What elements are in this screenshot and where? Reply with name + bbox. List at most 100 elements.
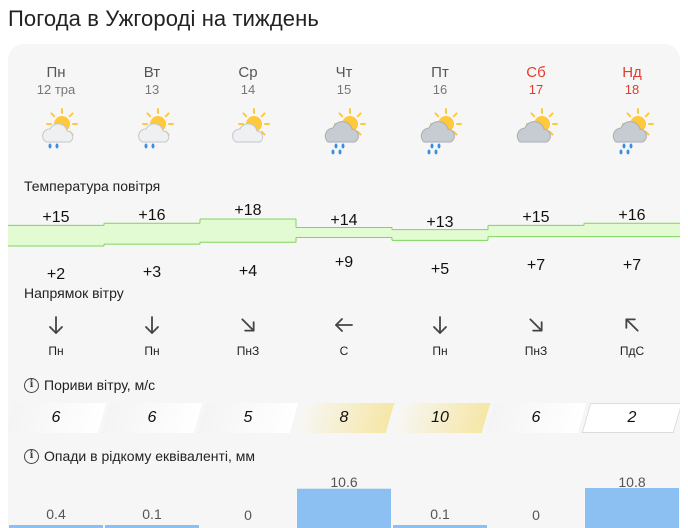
gust-cell: 10 bbox=[389, 403, 491, 433]
info-icon[interactable]: i bbox=[24, 377, 39, 393]
precip-value: 0.1 bbox=[142, 506, 162, 522]
temp-band-segment bbox=[296, 227, 392, 238]
precip-bar bbox=[297, 488, 391, 528]
weather-icon-cell bbox=[392, 106, 488, 162]
temp-band-segment bbox=[200, 219, 296, 243]
gust-cell: 5 bbox=[197, 403, 299, 433]
max-temp: +16 bbox=[138, 206, 166, 224]
wind-direction: ПнЗ bbox=[236, 344, 260, 358]
weather-icon-cell bbox=[488, 106, 584, 162]
precip-value: 10.6 bbox=[330, 474, 358, 490]
gust-value: 6 bbox=[531, 409, 541, 426]
gusts-label: Пориви вітру, м/с bbox=[44, 377, 156, 393]
wind-directions-row: Пн Пн ПнЗ С Пн ПнЗ ПдС bbox=[8, 344, 680, 358]
max-temp: +15 bbox=[522, 209, 550, 227]
wind-arrow-cell bbox=[296, 314, 392, 340]
wind-direction: Пн bbox=[48, 344, 64, 358]
max-temp: +18 bbox=[234, 202, 262, 219]
temp-band-segment bbox=[584, 223, 680, 237]
arrow-down-icon bbox=[145, 316, 159, 334]
day-name: Сб bbox=[526, 64, 546, 81]
min-temp: +4 bbox=[238, 262, 258, 280]
wind-direction: С bbox=[339, 344, 349, 358]
arrow-down-icon bbox=[49, 316, 63, 334]
gust-value: 8 bbox=[339, 409, 349, 426]
min-temp: +5 bbox=[430, 260, 450, 278]
day-name: Вт bbox=[143, 64, 161, 81]
wind-arrows-row bbox=[8, 314, 680, 340]
wind-arrow-cell bbox=[584, 314, 680, 340]
day-column[interactable]: Нд 18 bbox=[584, 64, 680, 104]
precip-value: 10.8 bbox=[618, 474, 646, 490]
precipitation-bars bbox=[9, 488, 679, 528]
arrow-down-icon bbox=[433, 316, 447, 334]
max-temp: +15 bbox=[42, 209, 70, 227]
day-column[interactable]: Ср 14 bbox=[200, 64, 296, 104]
max-temp: +13 bbox=[426, 214, 454, 231]
day-column[interactable]: Чт 15 bbox=[296, 64, 392, 104]
weekly-forecast-card: Пн 12 тра Вт 13 Ср 14 Чт 15 Пт 16 Сб 17 Нд 18 Т… bbox=[8, 44, 680, 528]
day-column[interactable]: Вт 13 bbox=[104, 64, 200, 104]
max-temp: +16 bbox=[618, 206, 646, 224]
days-header: Пн 12 тра Вт 13 Ср 14 Чт 15 Пт 16 Сб 17 Нд 18 bbox=[8, 64, 680, 104]
gust-cell: 6 bbox=[101, 403, 203, 433]
min-temp: +9 bbox=[334, 254, 354, 271]
gusts-row: 6 6 5 8 10 6 2 bbox=[8, 403, 680, 433]
temp-band-segment bbox=[392, 229, 488, 241]
wind-arrow-cell bbox=[200, 314, 296, 340]
precip-value: 0.4 bbox=[46, 506, 66, 522]
min-temp: +3 bbox=[142, 264, 162, 282]
day-name: Чт bbox=[335, 64, 353, 81]
precip-bar bbox=[585, 488, 679, 528]
wind-direction: Пн bbox=[144, 344, 160, 358]
gust-value: 6 bbox=[51, 409, 61, 426]
weather-icon-cell bbox=[200, 106, 296, 162]
min-temp: +7 bbox=[622, 257, 642, 275]
day-name: Пн bbox=[46, 64, 66, 81]
weather-icon-cell bbox=[296, 106, 392, 162]
weather-icon-cell bbox=[104, 106, 200, 162]
max-temp: +14 bbox=[330, 211, 358, 229]
temperature-band bbox=[8, 218, 680, 247]
day-column[interactable]: Пт 16 bbox=[392, 64, 488, 104]
gust-value: 5 bbox=[243, 409, 253, 426]
weather-icons-row bbox=[8, 106, 680, 162]
gust-value: 6 bbox=[147, 409, 157, 426]
day-column[interactable]: Сб 17 bbox=[488, 64, 584, 104]
wind-direction: ПнЗ bbox=[524, 344, 548, 358]
precip-value: 0 bbox=[244, 507, 252, 523]
gust-value: 10 bbox=[431, 409, 449, 426]
gust-cell: 8 bbox=[293, 403, 395, 433]
precip-bar bbox=[105, 525, 199, 528]
temperature-label: Температура повітря bbox=[24, 178, 161, 194]
arrow-left-icon bbox=[335, 318, 353, 332]
cloudy-rain-icon bbox=[612, 108, 654, 155]
weather-icon-cell bbox=[584, 106, 680, 162]
day-date: 12 тра bbox=[36, 82, 76, 97]
day-date: 18 bbox=[624, 82, 640, 97]
day-name: Пт bbox=[431, 64, 449, 81]
wind-arrow-cell bbox=[8, 314, 104, 340]
precip-bar bbox=[393, 525, 487, 528]
temp-band-segment bbox=[104, 223, 200, 245]
day-date: 15 bbox=[336, 82, 352, 97]
gust-cell: 2 bbox=[581, 403, 680, 433]
precip-label-wrap: i Опади в рідкому еквіваленті, мм bbox=[24, 448, 255, 464]
day-date: 14 bbox=[240, 82, 256, 97]
wind-arrow-cell bbox=[104, 314, 200, 340]
temp-band-segment bbox=[8, 225, 104, 246]
precip-value: 0 bbox=[532, 507, 540, 523]
gust-cell: 6 bbox=[485, 403, 587, 433]
gust-cell: 6 bbox=[8, 403, 107, 433]
page-title: Погода в Ужгороді на тиждень bbox=[8, 6, 319, 31]
day-column[interactable]: Пн 12 тра bbox=[8, 64, 104, 104]
wind-arrow-cell bbox=[392, 314, 488, 340]
arrow-down-right-icon bbox=[241, 318, 255, 332]
cloudy-rain-icon bbox=[324, 108, 366, 155]
day-date: 16 bbox=[432, 82, 448, 97]
weather-icon-cell bbox=[8, 106, 104, 162]
partly-cloudy-icon bbox=[232, 108, 270, 143]
info-icon[interactable]: i bbox=[24, 448, 39, 464]
day-name: Ср bbox=[238, 64, 258, 81]
temp-band-segment bbox=[488, 225, 584, 237]
